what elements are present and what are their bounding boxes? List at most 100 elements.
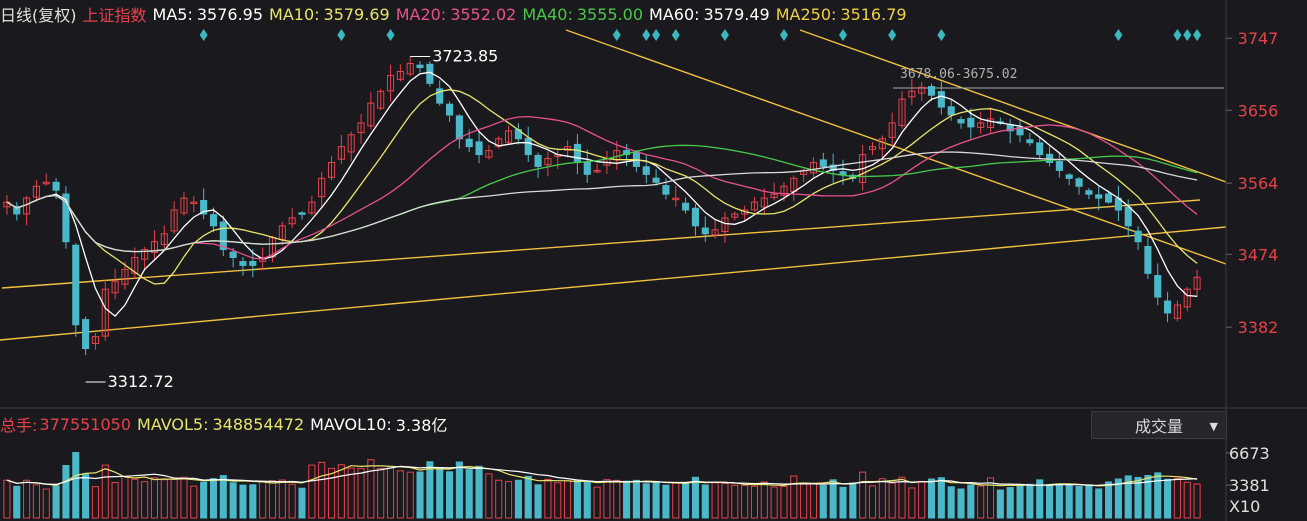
volume-bar (977, 485, 985, 519)
volume-bar (878, 478, 886, 519)
candle-body (878, 138, 886, 150)
candle-body (691, 207, 699, 227)
volume-bar (741, 484, 749, 519)
volume-bar (426, 461, 434, 519)
candle-body (347, 134, 355, 153)
candle-body (278, 225, 286, 240)
volume-bar (947, 486, 955, 519)
trend-line (1, 199, 1201, 289)
candle-body (82, 319, 90, 350)
volume-bar (770, 486, 778, 519)
volume-bar (367, 459, 375, 519)
candle-body (111, 280, 119, 294)
candle-body (209, 214, 218, 227)
volume-bar (436, 467, 444, 519)
price-tick-label: 3564 (1238, 174, 1279, 193)
candle-body (455, 115, 463, 140)
ma10-label: MA10: (269, 4, 320, 24)
volume-bar (790, 475, 798, 519)
moving-averages (6, 71, 1198, 317)
candle-body (1183, 288, 1191, 308)
signal-marker (1193, 29, 1202, 41)
volume-tick-label: 6673 (1229, 444, 1270, 463)
period-label[interactable]: 日线(复权) (0, 6, 77, 25)
candle-body (593, 169, 601, 173)
volume-bar (42, 488, 50, 519)
candle-body (770, 193, 778, 199)
candle-body (819, 159, 827, 167)
candle-body (642, 166, 650, 175)
ma20-line (6, 115, 1198, 260)
candle-body (121, 268, 129, 285)
candle-body (1065, 174, 1073, 179)
mavol5-line (6, 465, 1198, 487)
volume-bar (554, 482, 562, 519)
candle-body (239, 261, 247, 266)
volume-bar (839, 486, 847, 519)
volume-bar (711, 482, 719, 519)
volume-bar (219, 475, 227, 519)
candle-body (1055, 161, 1063, 171)
candle-body (1105, 193, 1113, 203)
volume-bar (780, 485, 788, 519)
mavol10-label: MAVOL10: (310, 414, 392, 434)
candle-body (1016, 126, 1024, 136)
candle-body (200, 199, 208, 215)
signal-marker (1173, 29, 1182, 41)
volume-bar (859, 471, 867, 519)
candle-body (573, 143, 581, 163)
volume-bar (229, 482, 237, 519)
volume-bar (1026, 483, 1034, 519)
price-tick-label: 3474 (1238, 245, 1279, 264)
volume-bar (495, 479, 503, 519)
volume-bar (564, 480, 572, 519)
volume-bar (308, 464, 316, 519)
volume-bar (1085, 484, 1093, 519)
ma250-label: MA250: (775, 4, 837, 24)
volume-bar (662, 484, 670, 519)
volume-bar (396, 470, 404, 519)
volume-bar (141, 481, 149, 519)
volume-bar (829, 479, 837, 519)
volume-bar (514, 479, 522, 519)
volume-bar (1144, 474, 1152, 519)
chevron-down-icon: ▼ (1209, 420, 1218, 433)
indicator-select[interactable]: 成交量 ▼ (1091, 411, 1227, 439)
candle-body (416, 64, 424, 68)
candle-body (1026, 139, 1034, 144)
volume-bar (347, 467, 355, 519)
volume-unit-label: X10 (1229, 497, 1260, 516)
volume-bar (278, 479, 286, 519)
volume-bar (190, 485, 198, 519)
volume-bar (672, 482, 680, 519)
candle-body (652, 177, 660, 183)
volume-bar (406, 471, 414, 519)
ma20-value: 3552.02 (450, 4, 517, 24)
volume-bar (682, 482, 690, 519)
candle-body (967, 117, 975, 128)
candle-body (141, 249, 149, 260)
volume-bar (1114, 478, 1122, 519)
volume-bar (72, 451, 80, 519)
candle-body (436, 88, 444, 104)
volume-bar (1183, 481, 1191, 519)
candle-body (1173, 304, 1181, 319)
candle-body (1085, 190, 1093, 195)
signal-marker (888, 29, 897, 41)
volume-bar (1173, 477, 1181, 519)
candle-body (947, 106, 955, 116)
candle-body (1095, 194, 1103, 199)
volume-bar (849, 482, 857, 519)
volume-bar (927, 478, 936, 519)
volume-bar (23, 479, 31, 519)
signal-marker (337, 29, 346, 41)
candle-body (750, 201, 759, 211)
candle-body (229, 251, 237, 259)
candle-body (1036, 142, 1044, 156)
annotations: 3723.85 3312.72 3678.06-3675.02 (85, 47, 1017, 391)
trend-line (565, 29, 1227, 265)
candle-body (131, 257, 139, 274)
candle-body (918, 86, 926, 94)
candle-body (249, 260, 257, 266)
